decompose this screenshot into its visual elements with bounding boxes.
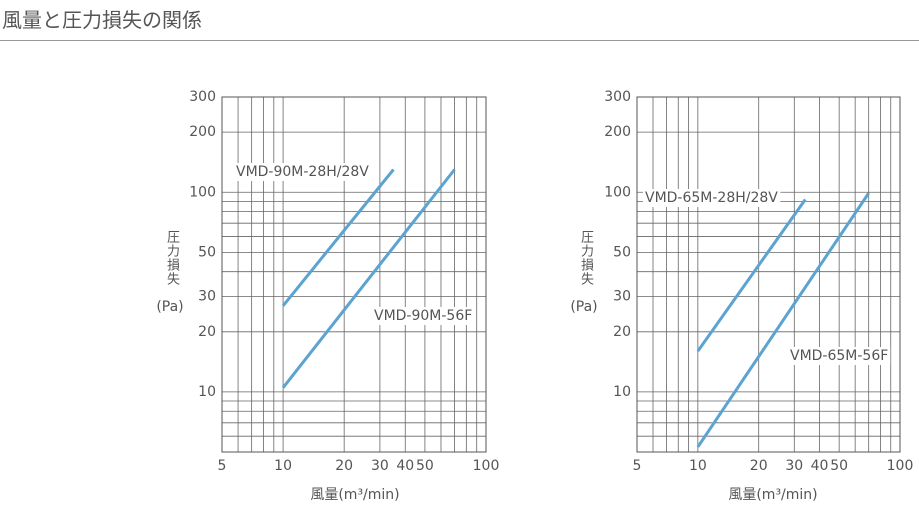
series-label-bg [372,307,475,325]
y-tick-label: 20 [613,324,631,340]
x-tick-label: 5 [218,458,227,474]
x-tick-label: 5 [633,458,642,474]
series-line [696,198,807,353]
x-tick-label: 10 [689,458,707,474]
y-tick-label: 100 [604,184,631,200]
series-label: VMD-90M-56F [374,308,472,324]
y-tick-label: 50 [198,244,216,260]
x-tick-label: 20 [335,458,353,474]
y-tick-label: 200 [189,124,216,140]
plot-frame [636,96,901,453]
y-tick-label: 30 [198,289,216,305]
y-tick-label: 20 [198,324,216,340]
plot-frame [221,96,487,453]
x-tick-label: 50 [416,458,434,474]
y-axis-unit: (Pa) [156,299,183,315]
y-tick-label: 300 [189,89,216,105]
y-tick-label: 300 [604,89,631,105]
y-axis-label: 圧力損失 [164,230,179,286]
y-axis-unit: (Pa) [570,299,597,315]
x-tick-label: 30 [371,458,389,474]
x-tick-label: 30 [785,458,803,474]
x-axis-label: 風量(m³/min) [728,487,817,503]
x-tick-label: 100 [887,458,914,474]
series-label: VMD-90M-28H/28V [236,164,369,180]
x-axis-label: 風量(m³/min) [310,487,399,503]
page-title: 風量と圧力損失の関係 [2,8,202,32]
y-tick-label: 10 [613,384,631,400]
series-label-bg [643,189,781,207]
y-tick-label: 10 [198,384,216,400]
series-label: VMD-65M-56F [790,348,888,364]
y-axis-label: 圧力損失 [578,230,593,286]
series-line [281,168,456,389]
y-tick-label: 100 [189,184,216,200]
x-tick-label: 50 [830,458,848,474]
x-tick-label: 40 [396,458,414,474]
series-label-bg [234,163,372,181]
x-tick-label: 40 [811,458,829,474]
series-line [696,192,870,448]
series-line [281,168,395,307]
series-label: VMD-65M-28H/28V [645,190,778,206]
x-tick-label: 10 [274,458,292,474]
series-label-bg [788,347,891,365]
y-tick-label: 200 [604,124,631,140]
x-tick-label: 100 [473,458,500,474]
title-rule [0,40,919,41]
y-tick-label: 50 [613,244,631,260]
y-tick-label: 30 [613,289,631,305]
x-tick-label: 20 [750,458,768,474]
